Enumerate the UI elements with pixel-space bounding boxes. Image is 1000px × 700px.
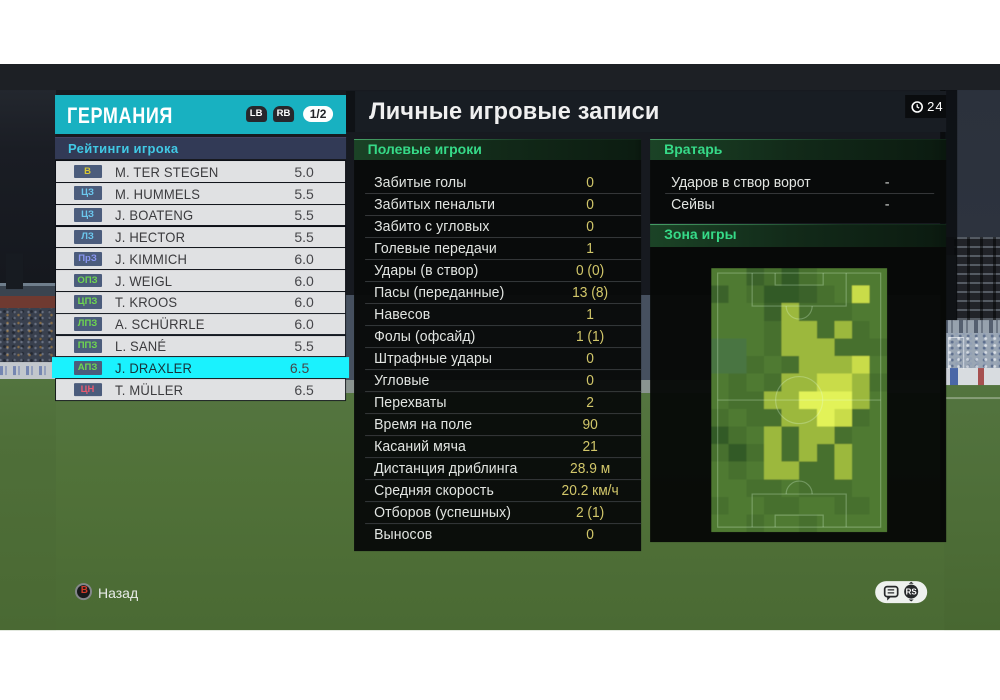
svg-text:RS: RS — [906, 587, 918, 596]
